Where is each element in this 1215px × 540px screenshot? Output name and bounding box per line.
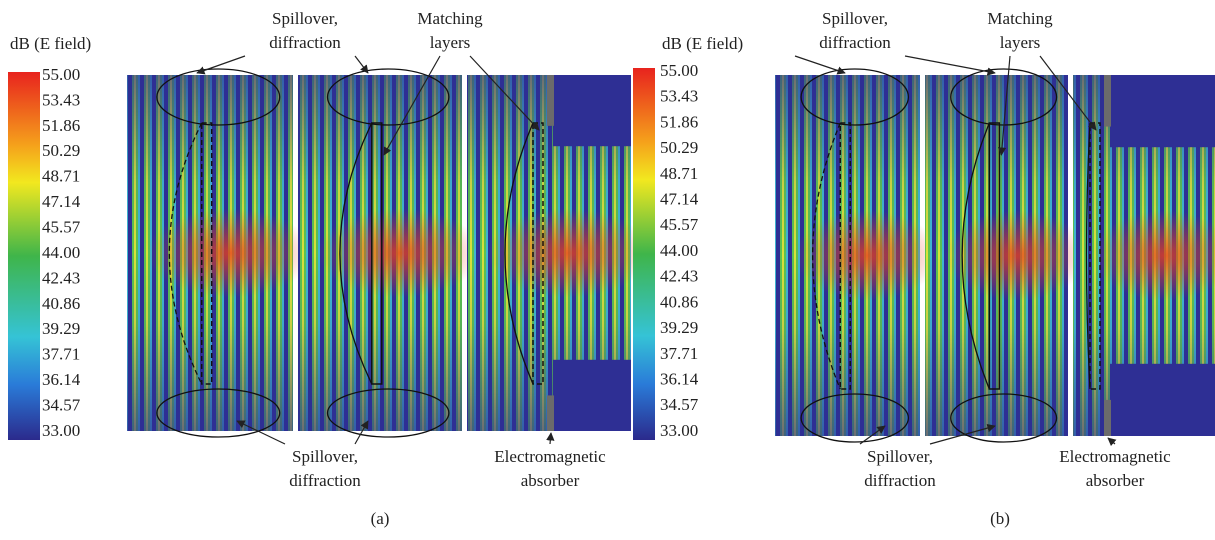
colorbar-label: 40.86 <box>42 294 80 313</box>
colorbar-label: 47.14 <box>660 189 699 208</box>
colorbar-label: 53.43 <box>660 87 698 106</box>
annotation: layers <box>1000 33 1041 52</box>
spillover-ellipse <box>800 68 910 126</box>
absorber-region <box>553 75 631 147</box>
matching-layer <box>200 122 213 385</box>
colorbar-label: 37.71 <box>660 344 698 363</box>
colorbar <box>633 68 655 440</box>
field-hotspot <box>945 210 1088 301</box>
arrow <box>354 420 369 445</box>
absorber <box>1104 399 1111 436</box>
field-hotspot <box>318 208 482 298</box>
annotation: Spillover, <box>272 9 338 28</box>
annotation: Spillover, <box>292 447 358 466</box>
annotation: diffraction <box>289 471 361 490</box>
arrow <box>859 425 886 445</box>
colorbar-label: 48.71 <box>42 167 80 186</box>
colorbar-label: 51.86 <box>660 112 698 131</box>
arrow <box>904 55 996 76</box>
spillover-ellipse <box>156 388 281 438</box>
colorbar-title: dB (E field) <box>662 34 743 53</box>
colorbar-label: 45.57 <box>42 217 81 236</box>
colorbar-label: 36.14 <box>42 370 81 389</box>
field-hotspot <box>795 210 940 301</box>
panel-label: (a) <box>371 509 390 528</box>
absorber <box>547 395 554 431</box>
field-hotspot <box>1093 210 1215 301</box>
annotation: Matching <box>987 9 1053 28</box>
colorbar-label: 45.57 <box>660 215 699 234</box>
annotation: Electromagnetic <box>1059 447 1171 466</box>
arrow <box>196 55 246 75</box>
spillover-ellipse <box>326 388 450 438</box>
colorbar-label: 42.43 <box>660 267 698 286</box>
panel-label: (b) <box>990 509 1010 528</box>
lens-outline <box>1085 122 1091 390</box>
colorbar <box>8 72 40 440</box>
arrow <box>794 55 846 75</box>
colorbar-label: 33.00 <box>660 421 698 440</box>
lens-outline <box>812 122 841 390</box>
colorbar-label: 44.00 <box>660 241 698 260</box>
colorbar-label: 55.00 <box>660 61 698 80</box>
colorbar-label: 34.57 <box>660 395 699 414</box>
colorbar-label: 44.00 <box>42 243 80 262</box>
arrow <box>546 432 555 445</box>
annotation: Electromagnetic <box>494 447 606 466</box>
arrow <box>383 55 441 156</box>
colorbar-label: 53.43 <box>42 90 80 109</box>
colorbar-label: 42.43 <box>42 268 80 287</box>
lens-outline <box>504 122 534 385</box>
annotation: absorber <box>521 471 580 490</box>
arrow <box>1039 55 1097 131</box>
annotation: absorber <box>1086 471 1145 490</box>
colorbar-label: 50.29 <box>660 138 698 157</box>
colorbar-label: 36.14 <box>660 369 699 388</box>
colorbar-label: 33.00 <box>42 421 80 440</box>
absorber <box>1104 75 1111 127</box>
arrow <box>929 423 996 445</box>
matching-layer <box>839 122 851 390</box>
annotation: layers <box>430 33 471 52</box>
colorbar-label: 48.71 <box>660 164 698 183</box>
annotation: diffraction <box>819 33 891 52</box>
colorbar-label: 39.29 <box>660 318 698 337</box>
colorbar-label: 34.57 <box>42 395 81 414</box>
matching-layer <box>371 122 383 385</box>
colorbar-label: 50.29 <box>42 141 80 160</box>
field-hotspot <box>147 208 313 298</box>
arrow <box>354 55 369 74</box>
arrow <box>997 55 1011 156</box>
absorber-region <box>1110 75 1215 148</box>
field-hotspot <box>487 208 651 298</box>
arrow <box>469 55 540 131</box>
annotation: Matching <box>417 9 483 28</box>
arrow <box>1107 437 1117 447</box>
absorber <box>547 75 554 126</box>
colorbar-label: 39.29 <box>42 319 80 338</box>
colorbar-label: 47.14 <box>42 192 81 211</box>
lens-outline <box>339 122 373 385</box>
absorber-region <box>553 359 631 431</box>
absorber-region <box>1110 363 1215 436</box>
colorbar-label: 55.00 <box>42 65 80 84</box>
annotation: diffraction <box>269 33 341 52</box>
spillover-ellipse <box>950 393 1058 443</box>
colorbar-label: 40.86 <box>660 292 698 311</box>
annotation: Spillover, <box>822 9 888 28</box>
annotation: diffraction <box>864 471 936 490</box>
arrow <box>236 420 286 445</box>
spillover-ellipse <box>156 68 281 126</box>
colorbar-label: 37.71 <box>42 345 80 364</box>
colorbar-title: dB (E field) <box>10 34 91 53</box>
lens-outline <box>168 122 203 385</box>
lens-outline <box>961 122 990 390</box>
spillover-ellipse <box>326 68 450 126</box>
annotation: Spillover, <box>867 447 933 466</box>
spillover-ellipse <box>800 393 910 443</box>
colorbar-label: 51.86 <box>42 116 80 135</box>
matching-layer <box>988 122 1001 390</box>
